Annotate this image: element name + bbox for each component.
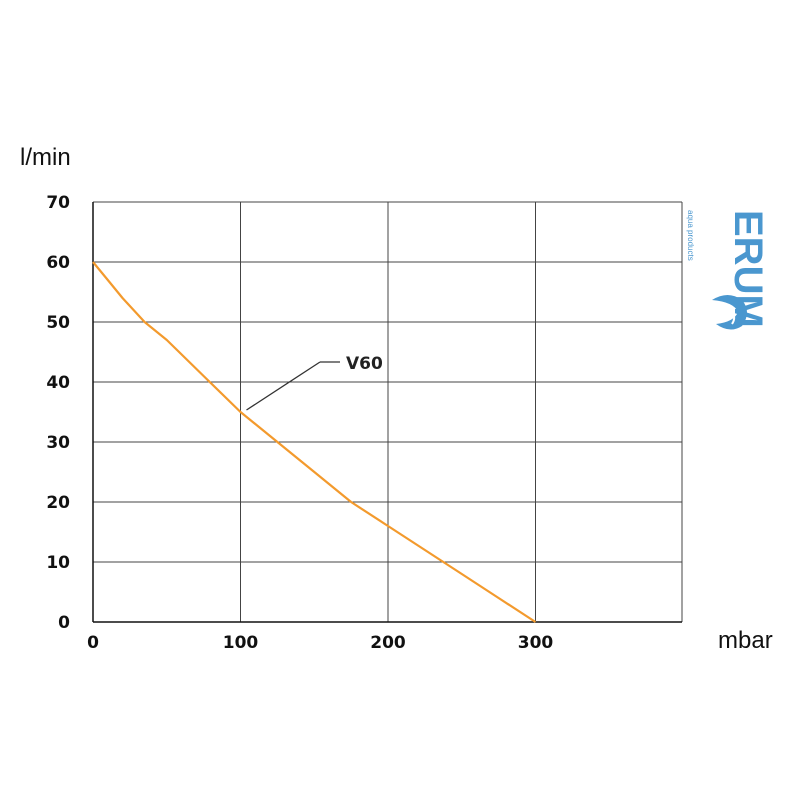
y-tick-label: 30 (46, 433, 70, 453)
y-tick-label: 10 (46, 553, 70, 573)
y-tick-label: 40 (46, 373, 70, 393)
erum-logo: ERUM (726, 210, 770, 328)
y-tick-label: 20 (46, 493, 70, 513)
annotation-leader-line (246, 361, 321, 411)
grid-lines (92, 201, 683, 623)
tick-labels: 0 10 20 30 40 50 60 70 0 100 200 300 (46, 193, 553, 653)
y-tick-label: 0 (58, 613, 70, 633)
y-tick-label: 50 (46, 313, 70, 333)
x-tick-label: 100 (223, 633, 259, 653)
series-label-v60: V60 (346, 354, 383, 374)
y-tick-label: 60 (46, 253, 70, 273)
series-v60 (92, 261, 537, 623)
x-tick-label: 0 (87, 633, 99, 653)
x-tick-label: 200 (370, 633, 406, 653)
y-tick-label: 70 (46, 193, 70, 213)
logo-wordmark: ERUM (726, 210, 770, 328)
series-line-v60 (92, 261, 537, 623)
logo-subtext: aqua products (686, 210, 695, 261)
x-tick-label: 300 (518, 633, 554, 653)
erum-logo-subtext: aqua products (686, 210, 695, 261)
y-axis-label: l/min (20, 144, 71, 171)
erum-logo-swirl-icon (712, 295, 747, 330)
x-axis-label: mbar (718, 627, 773, 654)
